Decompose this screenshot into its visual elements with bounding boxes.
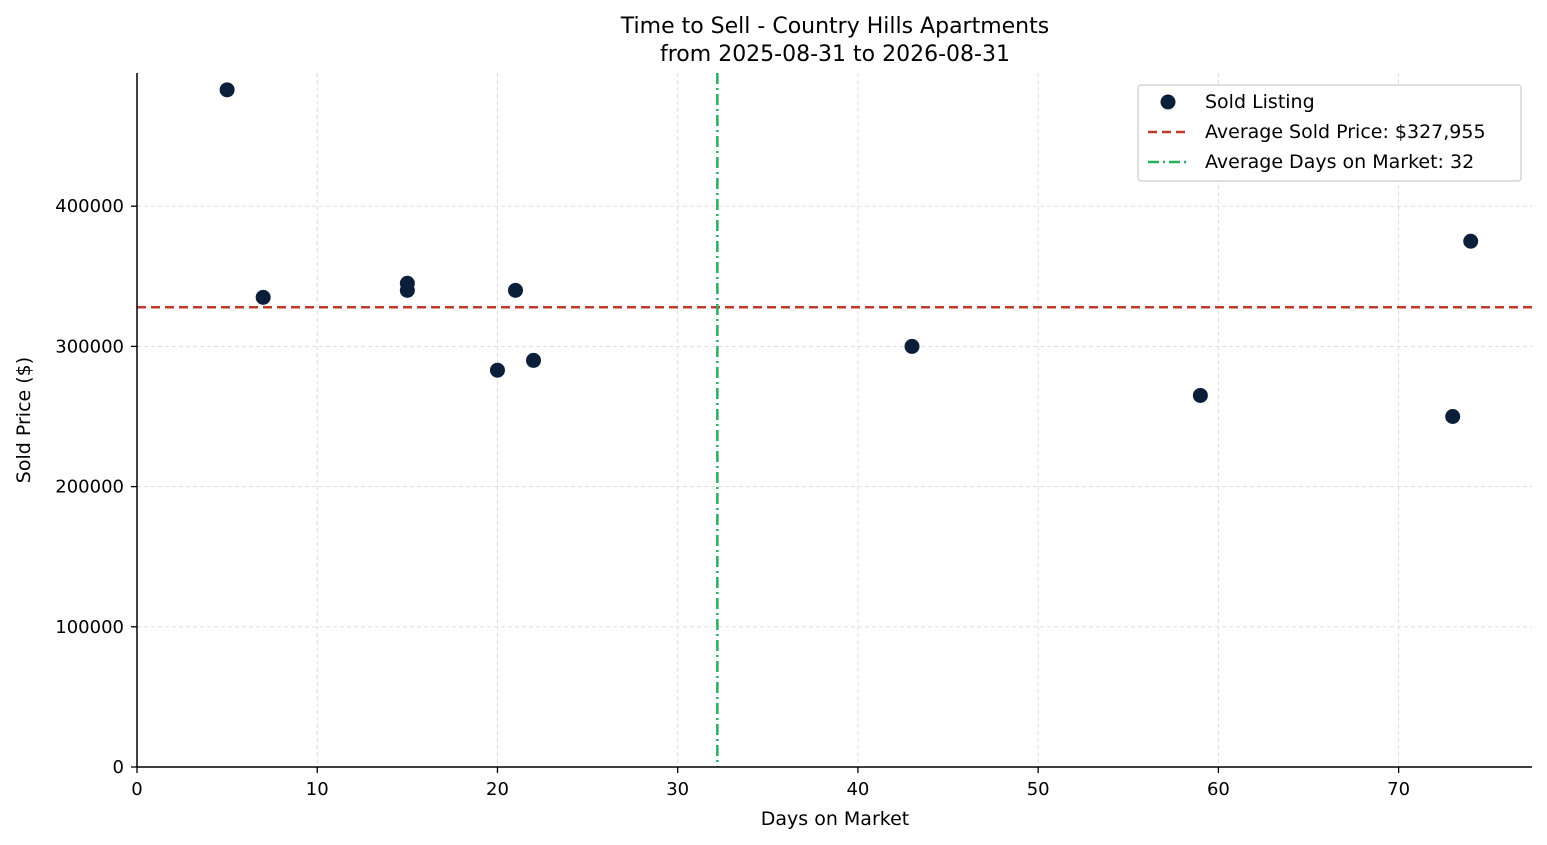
y-tick-label: 200000 [55, 477, 124, 498]
x-tick-label: 40 [846, 779, 869, 800]
sold-listing-point [255, 289, 271, 305]
vertical-gridlines [316, 73, 1400, 767]
x-tick-label: 70 [1387, 779, 1410, 800]
y-tick-label: 100000 [55, 617, 124, 638]
reference-lines [137, 73, 1532, 767]
sold-listing-point [526, 352, 542, 368]
y-axis-ticks: 0 100000 200000 300000 400000 [55, 196, 137, 778]
legend-label-average-price: Average Sold Price: $327,955 [1205, 121, 1486, 143]
chart-title: Time to Sell - Country Hills Apartments [620, 14, 1049, 39]
y-tick-label: 400000 [55, 196, 124, 217]
sold-listing-point [399, 282, 415, 298]
sold-listing-point [1463, 233, 1479, 249]
sold-listing-point [489, 362, 505, 378]
sold-listing-point [904, 338, 920, 354]
legend-marker-sold-listing [1160, 94, 1176, 110]
x-tick-label: 0 [131, 779, 142, 800]
legend-label-sold-listing: Sold Listing [1205, 91, 1315, 113]
x-tick-label: 30 [666, 779, 689, 800]
x-tick-label: 10 [306, 779, 329, 800]
scatter-points [219, 82, 1479, 424]
x-tick-label: 60 [1207, 779, 1230, 800]
sold-listing-point [1445, 408, 1461, 424]
y-tick-label: 0 [113, 757, 124, 778]
legend: Sold Listing Average Sold Price: $327,95… [1137, 84, 1522, 182]
x-tick-label: 50 [1027, 779, 1050, 800]
x-tick-label: 20 [486, 779, 509, 800]
sold-listing-point [1192, 387, 1208, 403]
legend-label-average-days: Average Days on Market: 32 [1205, 151, 1474, 173]
chart-subtitle: from 2025-08-31 to 2026-08-31 [660, 42, 1010, 67]
y-axis-label: Sold Price ($) [13, 357, 35, 483]
x-axis-label: Days on Market [761, 808, 909, 830]
y-tick-label: 300000 [55, 336, 124, 357]
horizontal-gridlines [137, 205, 1532, 628]
x-axis-ticks: 0 10 20 30 40 50 60 70 [131, 767, 1410, 800]
sold-listing-point [507, 282, 523, 298]
sold-listing-point [219, 82, 235, 98]
legend-box [1137, 84, 1522, 182]
